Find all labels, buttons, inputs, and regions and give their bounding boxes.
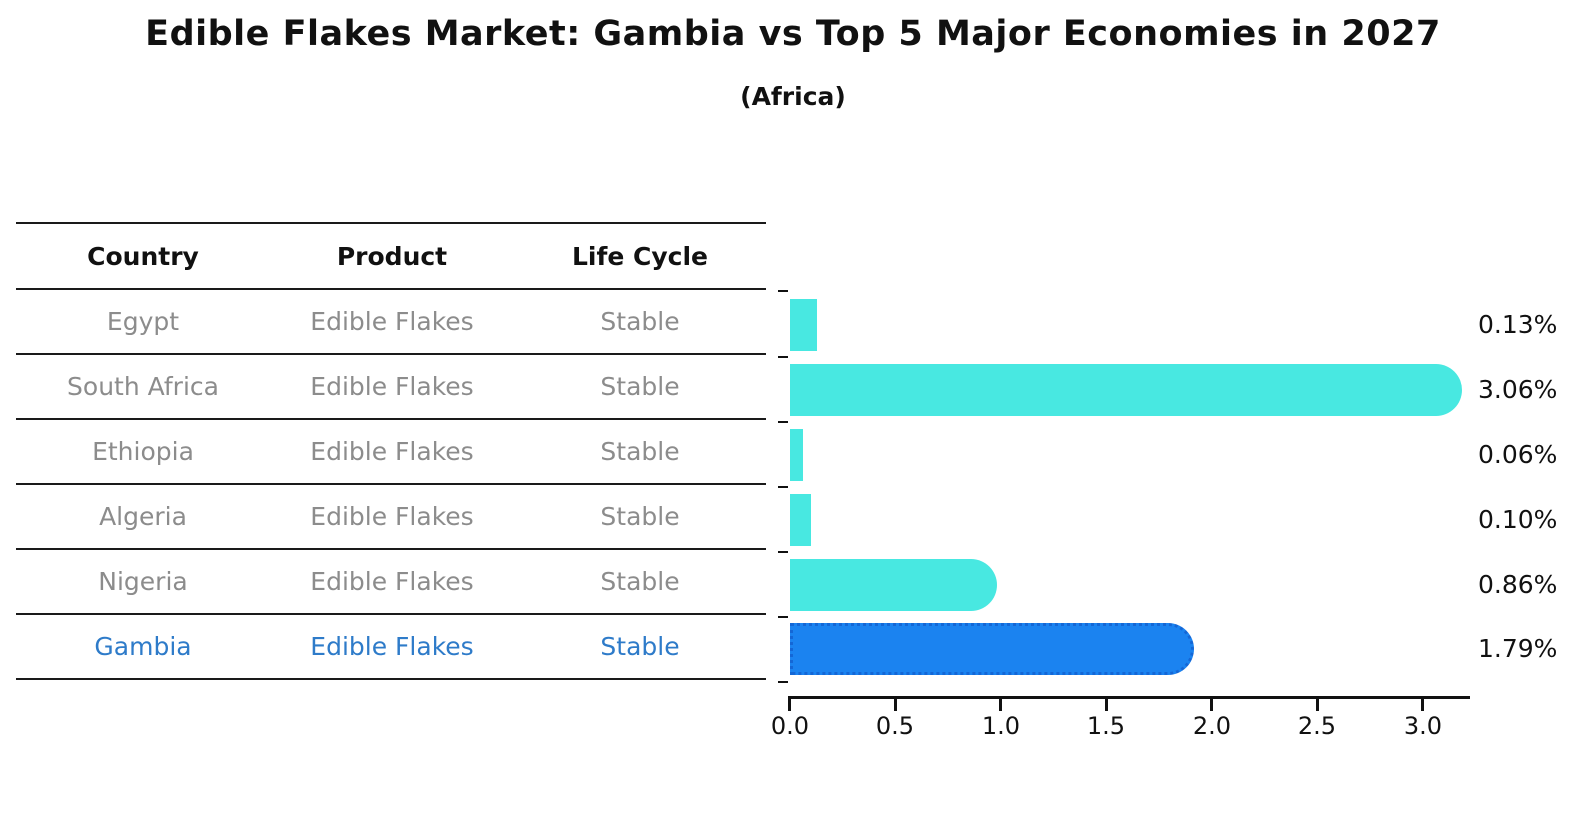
- x-axis-tick-label: 1.0: [981, 712, 1021, 740]
- y-axis-tick: [778, 681, 788, 683]
- bar-egypt: [790, 299, 818, 351]
- cell-product: Edible Flakes: [310, 567, 474, 596]
- table-header-row: Country Product Life Cycle: [16, 224, 766, 290]
- x-axis-tick: [894, 699, 897, 711]
- x-axis-tick: [1105, 699, 1108, 711]
- cell-product: Edible Flakes: [310, 307, 474, 336]
- cell-life-cycle: Stable: [600, 632, 680, 661]
- x-axis-tick: [999, 699, 1002, 711]
- value-label: 3.06%: [1478, 375, 1558, 404]
- y-axis-tick: [778, 290, 788, 292]
- x-axis-tick: [788, 699, 791, 711]
- y-axis-tick: [778, 421, 788, 423]
- table-row: Ethiopia Edible Flakes Stable: [16, 420, 766, 485]
- bar-algeria: [790, 494, 812, 546]
- cell-life-cycle: Stable: [600, 372, 680, 401]
- column-header-country: Country: [87, 241, 199, 271]
- x-axis-tick-label: 3.0: [1403, 712, 1443, 740]
- cell-country: Gambia: [94, 632, 192, 661]
- table-row: Nigeria Edible Flakes Stable: [16, 550, 766, 615]
- bar-nigeria: [790, 559, 998, 611]
- bar-gambia: [790, 623, 1194, 675]
- cell-country: Nigeria: [98, 567, 188, 596]
- country-table: Country Product Life Cycle Egypt Edible …: [16, 222, 766, 680]
- cell-life-cycle: Stable: [600, 307, 680, 336]
- cell-country: Egypt: [106, 307, 180, 336]
- chart-title: Edible Flakes Market: Gambia vs Top 5 Ma…: [145, 14, 1441, 54]
- cell-country: Ethiopia: [92, 437, 194, 466]
- cell-product: Edible Flakes: [310, 372, 474, 401]
- cell-life-cycle: Stable: [600, 502, 680, 531]
- y-axis-tick: [778, 616, 788, 618]
- x-axis-tick-label: 0.5: [875, 712, 915, 740]
- y-axis-tick: [778, 486, 788, 488]
- x-axis-tick: [1316, 699, 1319, 711]
- bar-ethiopia: [790, 429, 803, 481]
- cell-country: Algeria: [99, 502, 187, 531]
- bar-south-africa: [790, 364, 1462, 416]
- table-row: Egypt Edible Flakes Stable: [16, 290, 766, 355]
- column-header-life-cycle: Life Cycle: [571, 241, 709, 271]
- table-row: Algeria Edible Flakes Stable: [16, 485, 766, 550]
- value-label: 0.13%: [1478, 310, 1558, 339]
- x-axis-tick-label: 1.5: [1086, 712, 1126, 740]
- x-axis-tick-label: 2.5: [1297, 712, 1337, 740]
- value-label: 0.86%: [1478, 570, 1558, 599]
- cell-product: Edible Flakes: [310, 437, 474, 466]
- x-axis-tick: [1210, 699, 1213, 711]
- x-axis-tick: [1421, 699, 1424, 711]
- chart-subtitle: (Africa): [740, 82, 846, 111]
- value-label: 0.06%: [1478, 440, 1558, 469]
- value-label: 1.79%: [1478, 634, 1558, 663]
- column-header-product: Product: [336, 241, 448, 271]
- cell-product: Edible Flakes: [310, 502, 474, 531]
- x-axis-tick-label: 0.0: [770, 712, 810, 740]
- x-axis-tick-label: 2.0: [1192, 712, 1232, 740]
- cell-life-cycle: Stable: [600, 567, 680, 596]
- x-axis-line: [788, 696, 1470, 699]
- y-axis-tick: [778, 551, 788, 553]
- y-axis-tick: [778, 356, 788, 358]
- cell-life-cycle: Stable: [600, 437, 680, 466]
- cell-product: Edible Flakes: [310, 632, 474, 661]
- table-row: South Africa Edible Flakes Stable: [16, 355, 766, 420]
- table-row-gambia: Gambia Edible Flakes Stable: [16, 615, 766, 680]
- value-label: 0.10%: [1478, 505, 1558, 534]
- cell-country: South Africa: [67, 372, 219, 401]
